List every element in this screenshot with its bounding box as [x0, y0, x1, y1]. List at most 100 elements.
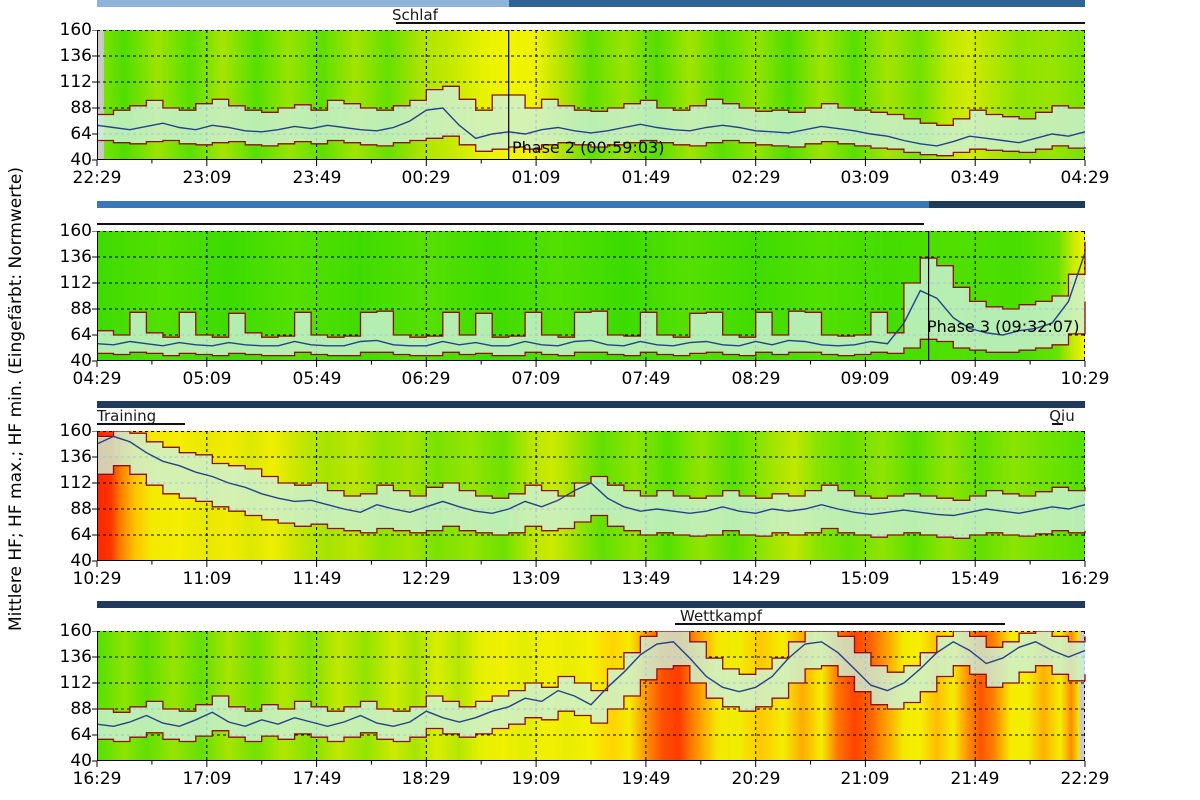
marker-range-line — [97, 223, 924, 225]
y-tick-label: 88 — [70, 499, 92, 519]
hf-min-line — [97, 135, 1086, 157]
x-tick-label: 22:29 — [1060, 769, 1110, 789]
axes — [92, 631, 1086, 767]
axes — [92, 231, 1086, 367]
x-tick-label: 17:49 — [292, 769, 342, 789]
phase-bar-segment — [97, 601, 1085, 608]
x-tick-label: 08:29 — [731, 369, 781, 389]
hf-mean-line — [96, 107, 1086, 147]
hr-plot-panel-2 — [92, 231, 1086, 367]
x-tick-label: 14:29 — [731, 569, 781, 589]
y-tick-label: 136 — [59, 647, 92, 667]
x-tick-label: 06:29 — [401, 369, 451, 389]
phase-bar-segment — [97, 0, 509, 7]
y-tick-label: 136 — [59, 46, 92, 66]
hf-min-line — [97, 665, 1086, 743]
y-tick-label: 112 — [59, 72, 92, 92]
y-tick-label: 88 — [70, 299, 92, 319]
x-tick-label: 17:09 — [182, 769, 232, 789]
x-tick-label: 21:09 — [840, 769, 890, 789]
x-tick-label: 11:09 — [182, 569, 232, 589]
y-tick-label: 160 — [59, 20, 92, 40]
y-tick-label: 160 — [59, 221, 92, 241]
y-tick-label: 40 — [70, 351, 92, 371]
x-tick-label: 02:29 — [731, 168, 781, 188]
x-tick-label: 21:49 — [950, 769, 1000, 789]
x-tick-label: 03:49 — [950, 168, 1000, 188]
x-tick-label: 04:29 — [1060, 168, 1110, 188]
y-tick-label: 136 — [59, 247, 92, 267]
marker-label-schlaf: Schlaf — [392, 6, 438, 24]
phase-bar-segment — [97, 401, 1085, 408]
x-tick-label: 19:49 — [621, 769, 671, 789]
phase-bar-segment — [509, 0, 1085, 7]
phase-bar-segment — [97, 201, 929, 208]
hf-range-band — [97, 431, 1085, 539]
axes — [92, 30, 1086, 166]
no-data-edge — [1079, 631, 1085, 761]
marker-label-qiu: Qiu — [1049, 407, 1075, 425]
marker-range-line — [1052, 423, 1063, 425]
hf-min-line — [97, 301, 1086, 357]
marker-range-line — [396, 22, 1085, 24]
x-tick-label: 07:49 — [621, 369, 671, 389]
y-tick-label: 160 — [59, 621, 92, 641]
x-tick-label: 18:29 — [401, 769, 451, 789]
x-tick-label: 16:29 — [1060, 569, 1110, 589]
marker-label-training: Training — [97, 407, 157, 425]
x-tick-label: 09:09 — [840, 369, 890, 389]
axes — [92, 431, 1086, 567]
x-tick-label: 01:49 — [621, 168, 671, 188]
y-axis-title: Mittlere HF; HF max.; HF min. (Eingefärb… — [6, 166, 26, 632]
x-tick-label: 07:09 — [511, 369, 561, 389]
y-tick-label: 88 — [70, 699, 92, 719]
x-tick-label: 16:29 — [72, 769, 122, 789]
marker-range-line — [675, 623, 1005, 625]
x-tick-label: 22:29 — [72, 168, 122, 188]
marker-range-line — [97, 423, 185, 425]
x-tick-label: 13:09 — [511, 569, 561, 589]
y-tick-label: 64 — [70, 325, 92, 345]
y-tick-label: 40 — [70, 150, 92, 170]
marker-label-wettkampf: Wettkampf — [680, 607, 762, 625]
x-tick-label: 10:29 — [1060, 369, 1110, 389]
x-tick-label: 20:29 — [731, 769, 781, 789]
no-data-edge — [97, 30, 104, 160]
phase-annotation: Phase 2 (00:59:03) — [512, 138, 665, 157]
x-tick-label: 09:49 — [950, 369, 1000, 389]
hf-max-line — [97, 631, 1086, 713]
x-tick-label: 05:49 — [292, 369, 342, 389]
y-tick-label: 40 — [70, 551, 92, 571]
x-tick-label: 12:29 — [401, 569, 451, 589]
hr-plot-panel-4 — [92, 631, 1086, 767]
x-tick-label: 13:49 — [621, 569, 671, 589]
x-tick-label: 04:29 — [72, 369, 122, 389]
x-tick-label: 01:09 — [511, 168, 561, 188]
hf-min-line — [97, 465, 1086, 539]
y-tick-label: 112 — [59, 473, 92, 493]
x-tick-label: 03:09 — [840, 168, 890, 188]
x-tick-label: 15:49 — [950, 569, 1000, 589]
y-tick-label: 88 — [70, 98, 92, 118]
hf-mean-line — [96, 435, 1086, 517]
x-tick-label: 10:29 — [72, 569, 122, 589]
y-tick-label: 64 — [70, 725, 92, 745]
y-tick-label: 64 — [70, 525, 92, 545]
x-tick-label: 05:09 — [182, 369, 232, 389]
y-tick-label: 112 — [59, 673, 92, 693]
x-tick-label: 23:09 — [182, 168, 232, 188]
x-tick-label: 19:09 — [511, 769, 561, 789]
hr-plot-panel-1 — [92, 30, 1086, 166]
x-tick-label: 23:49 — [292, 168, 342, 188]
phase-bar-segment — [929, 201, 1085, 208]
hf-mean-line — [96, 640, 1086, 728]
hf-max-line — [97, 241, 1086, 338]
hf-max-line — [97, 431, 1086, 501]
y-tick-label: 112 — [59, 273, 92, 293]
x-tick-label: 11:49 — [292, 569, 342, 589]
y-tick-label: 160 — [59, 421, 92, 441]
x-tick-label: 15:09 — [840, 569, 890, 589]
x-tick-label: 00:29 — [401, 168, 451, 188]
phase-annotation: Phase 3 (09:32:07) — [927, 317, 1080, 336]
y-tick-label: 136 — [59, 447, 92, 467]
